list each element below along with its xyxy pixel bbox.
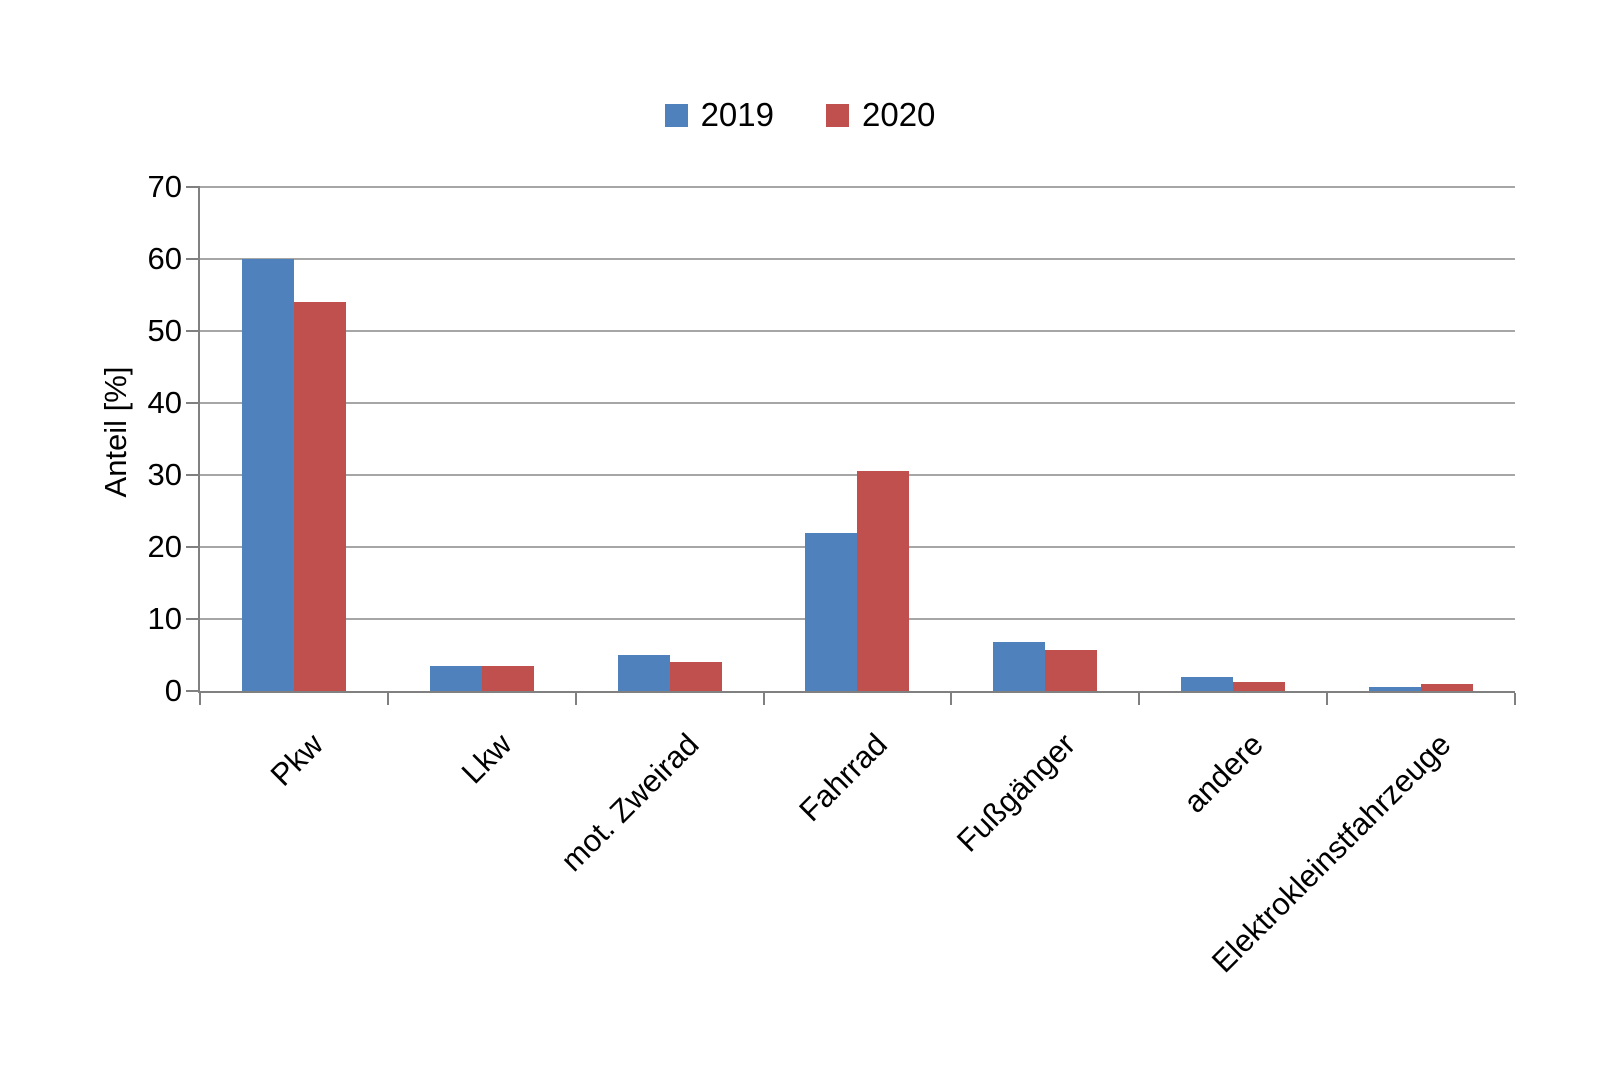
x-tick-label-andere: andere: [1176, 726, 1270, 820]
y-tick-mark-10: [186, 618, 200, 620]
bar-Elektrokleinstfahrzeuge-2019: [1369, 687, 1422, 691]
legend-swatch-icon: [826, 103, 849, 127]
y-tick-label-60: 60: [147, 241, 182, 276]
bar-group-Fahrrad: [764, 187, 952, 691]
y-tick-mark-40: [186, 402, 200, 404]
x-tick-mark-0: [199, 693, 201, 705]
y-tick-mark-70: [186, 186, 200, 188]
y-tick-mark-0: [186, 690, 200, 692]
x-tick-mark-6: [1326, 693, 1329, 705]
y-tick-label-10: 10: [147, 601, 182, 636]
x-tick-mark-1: [386, 693, 389, 705]
bar-mot. Zweirad-2020: [669, 662, 722, 691]
gridline-60: [200, 258, 1515, 260]
gridline-40: [200, 402, 1515, 404]
y-tick-label-30: 30: [147, 457, 182, 492]
bar-Fahrrad-2020: [857, 471, 910, 691]
y-tick-mark-20: [186, 546, 200, 548]
chart-legend: 2019 2020: [0, 96, 1600, 134]
x-tick-mark-3: [762, 693, 765, 705]
bar-mot. Zweirad-2019: [617, 655, 670, 691]
bar-Elektrokleinstfahrzeuge-2020: [1421, 684, 1474, 691]
gridline-70: [200, 186, 1515, 188]
bar-group-Pkw: [200, 187, 388, 691]
y-tick-mark-60: [186, 258, 200, 260]
x-tick-label-mot. Zweirad: mot. Zweirad: [554, 726, 706, 879]
legend-item-2020: 2020: [826, 96, 935, 134]
y-tick-label-70: 70: [147, 169, 182, 204]
x-tick-mark-7: [1514, 693, 1516, 705]
y-tick-label-0: 0: [164, 673, 182, 708]
y-tick-label-20: 20: [147, 529, 182, 564]
bar-Pkw-2020: [293, 302, 346, 691]
x-tick-label-Fahrrad: Fahrrad: [792, 726, 894, 829]
bar-Fußgänger-2020: [1045, 650, 1098, 691]
bar-group-andere: [1139, 187, 1327, 691]
x-tick-label-Lkw: Lkw: [454, 726, 519, 791]
legend-label: 2020: [862, 96, 936, 133]
legend-label: 2019: [700, 96, 774, 133]
x-tick-label-Pkw: Pkw: [264, 726, 331, 793]
bar-group-Lkw: [388, 187, 576, 691]
bar-Lkw-2020: [481, 666, 534, 691]
x-tick-label-Fußgänger: Fußgänger: [949, 726, 1082, 859]
bar-Fahrrad-2019: [805, 533, 858, 691]
bar-group-mot. Zweirad: [576, 187, 764, 691]
bar-andere-2019: [1181, 677, 1234, 691]
bar-Pkw-2019: [241, 259, 294, 691]
x-tick-mark-4: [950, 693, 953, 705]
bar-Lkw-2019: [429, 666, 482, 691]
gridline-50: [200, 330, 1515, 332]
x-tick-mark-5: [1138, 693, 1141, 705]
legend-swatch-icon: [664, 103, 688, 127]
bar-andere-2020: [1233, 682, 1286, 691]
y-tick-mark-50: [186, 330, 200, 332]
y-tick-label-40: 40: [147, 385, 182, 420]
plot-area: [186, 186, 1516, 705]
bar-group-Fußgänger: [951, 187, 1139, 691]
y-tick-label-50: 50: [147, 313, 182, 348]
y-tick-mark-30: [186, 474, 200, 476]
bar-group-Elektrokleinstfahrzeuge: [1327, 187, 1515, 691]
x-tick-mark-2: [574, 693, 577, 705]
bar-Fußgänger-2019: [993, 642, 1046, 691]
legend-item-2019: 2019: [664, 96, 774, 134]
